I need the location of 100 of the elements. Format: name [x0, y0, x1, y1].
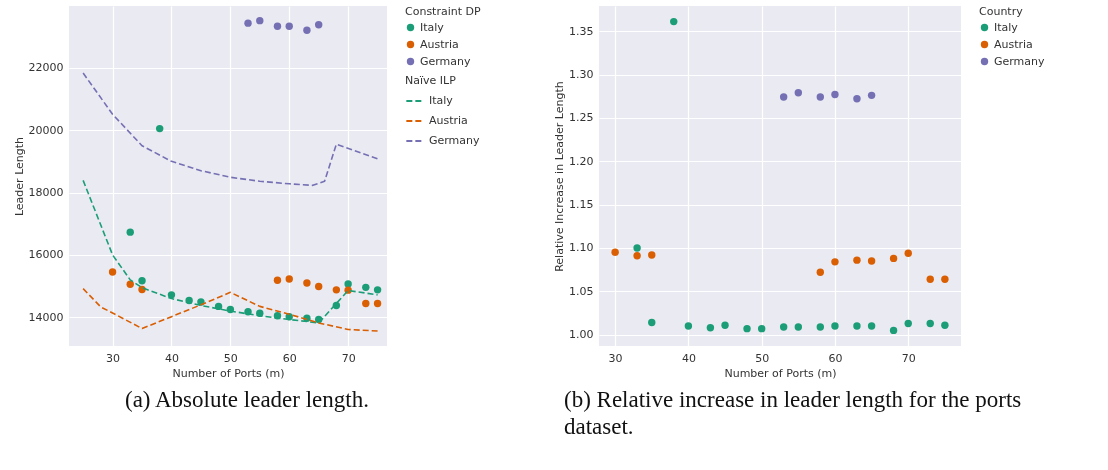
point: [303, 279, 311, 287]
point: [108, 268, 117, 276]
text: Naïve ILP: [405, 74, 456, 87]
point: [633, 252, 641, 260]
point: [889, 326, 898, 335]
point: [362, 299, 370, 308]
legend-label: Italy: [429, 94, 454, 107]
point: [853, 95, 861, 103]
point: [273, 22, 282, 30]
point: [816, 268, 825, 276]
text: (b) Relative increase in leader length for the ports dataset.: [564, 386, 1023, 440]
point: [757, 324, 766, 333]
point: [285, 275, 293, 283]
y-tick-label: 1.30: [569, 68, 594, 82]
point: [706, 324, 715, 332]
point: [831, 258, 839, 266]
y-tick-label: 1.20: [569, 154, 594, 168]
x-tick-label: 40: [681, 351, 696, 365]
point: [155, 124, 164, 133]
line-series: [82, 72, 379, 187]
point: [256, 16, 264, 25]
point: [167, 291, 176, 299]
point: [816, 93, 825, 101]
x-tick-label: 70: [341, 351, 356, 365]
point: [670, 17, 678, 26]
x-tick-label: 50: [223, 351, 238, 365]
x-tick-label: 30: [608, 351, 623, 365]
point: [332, 286, 341, 294]
y-tick-label: 1.05: [569, 284, 594, 298]
point: [721, 321, 729, 329]
point: [853, 322, 861, 330]
y-tick-label: 20000: [28, 123, 64, 137]
point: [373, 286, 382, 294]
legend-label: Austria: [994, 37, 1033, 51]
legend-label: Austria: [429, 114, 468, 127]
point: [941, 321, 949, 329]
point: [926, 275, 934, 283]
point: [743, 324, 751, 333]
point: [831, 322, 839, 330]
point: [611, 248, 619, 257]
text: Constraint DP: [405, 5, 481, 18]
point: [633, 244, 641, 252]
y-tick-label: 1.35: [569, 24, 594, 38]
point: [303, 26, 311, 35]
x-tick-label: 60: [282, 351, 297, 365]
point: [779, 323, 788, 331]
point: [285, 22, 293, 30]
point: [648, 318, 656, 327]
point: [362, 283, 370, 292]
point: [648, 251, 656, 259]
point: [126, 280, 134, 288]
legend-label: Austria: [420, 37, 459, 51]
y-axis-title: Relative Increase in Leader Length: [553, 81, 567, 272]
point: [867, 91, 876, 100]
point: [889, 254, 898, 263]
legend-label: Germany: [994, 54, 1046, 68]
point: [214, 302, 223, 311]
legend-label: Italy: [420, 20, 445, 34]
y-tick-label: 18000: [28, 186, 64, 200]
x-tick-label: 70: [901, 351, 916, 365]
point: [244, 307, 252, 316]
point: [926, 319, 934, 328]
point: [779, 93, 788, 101]
point: [867, 257, 876, 265]
y-axis-title: Leader Length: [12, 136, 26, 217]
legend-title: Country: [979, 5, 1024, 18]
point: [684, 322, 693, 330]
y-tick-label: 1.10: [569, 241, 594, 255]
point: [126, 228, 134, 236]
x-axis-title: Number of Ports (m): [172, 366, 285, 380]
point: [816, 323, 825, 331]
point: [226, 305, 235, 314]
point: [314, 21, 323, 29]
point: [941, 275, 949, 283]
y-tick-label: 14000: [28, 310, 64, 324]
point: [138, 277, 146, 285]
x-axis-title: Number of Ports (m): [724, 366, 837, 380]
legend-label: Italy: [994, 20, 1019, 34]
point: [904, 249, 912, 257]
point: [373, 299, 382, 308]
x-tick-label: 30: [106, 351, 121, 365]
point: [344, 280, 352, 288]
point: [904, 319, 912, 328]
point: [244, 19, 252, 27]
line-series: [82, 287, 379, 332]
point: [831, 90, 839, 99]
legend-label: Germany: [429, 134, 481, 147]
point: [867, 322, 876, 330]
legend-label: Germany: [420, 54, 472, 68]
x-tick-label: 50: [755, 351, 770, 365]
y-tick-label: 1.25: [569, 111, 594, 125]
x-tick-label: 60: [828, 351, 843, 365]
point: [794, 323, 803, 331]
point: [314, 282, 323, 291]
y-tick-label: 1.00: [569, 328, 594, 342]
point: [273, 276, 282, 284]
x-tick-label: 40: [164, 351, 179, 365]
y-tick-label: 16000: [28, 248, 64, 262]
text: (a) Absolute leader length.: [125, 386, 369, 413]
point: [794, 89, 803, 97]
